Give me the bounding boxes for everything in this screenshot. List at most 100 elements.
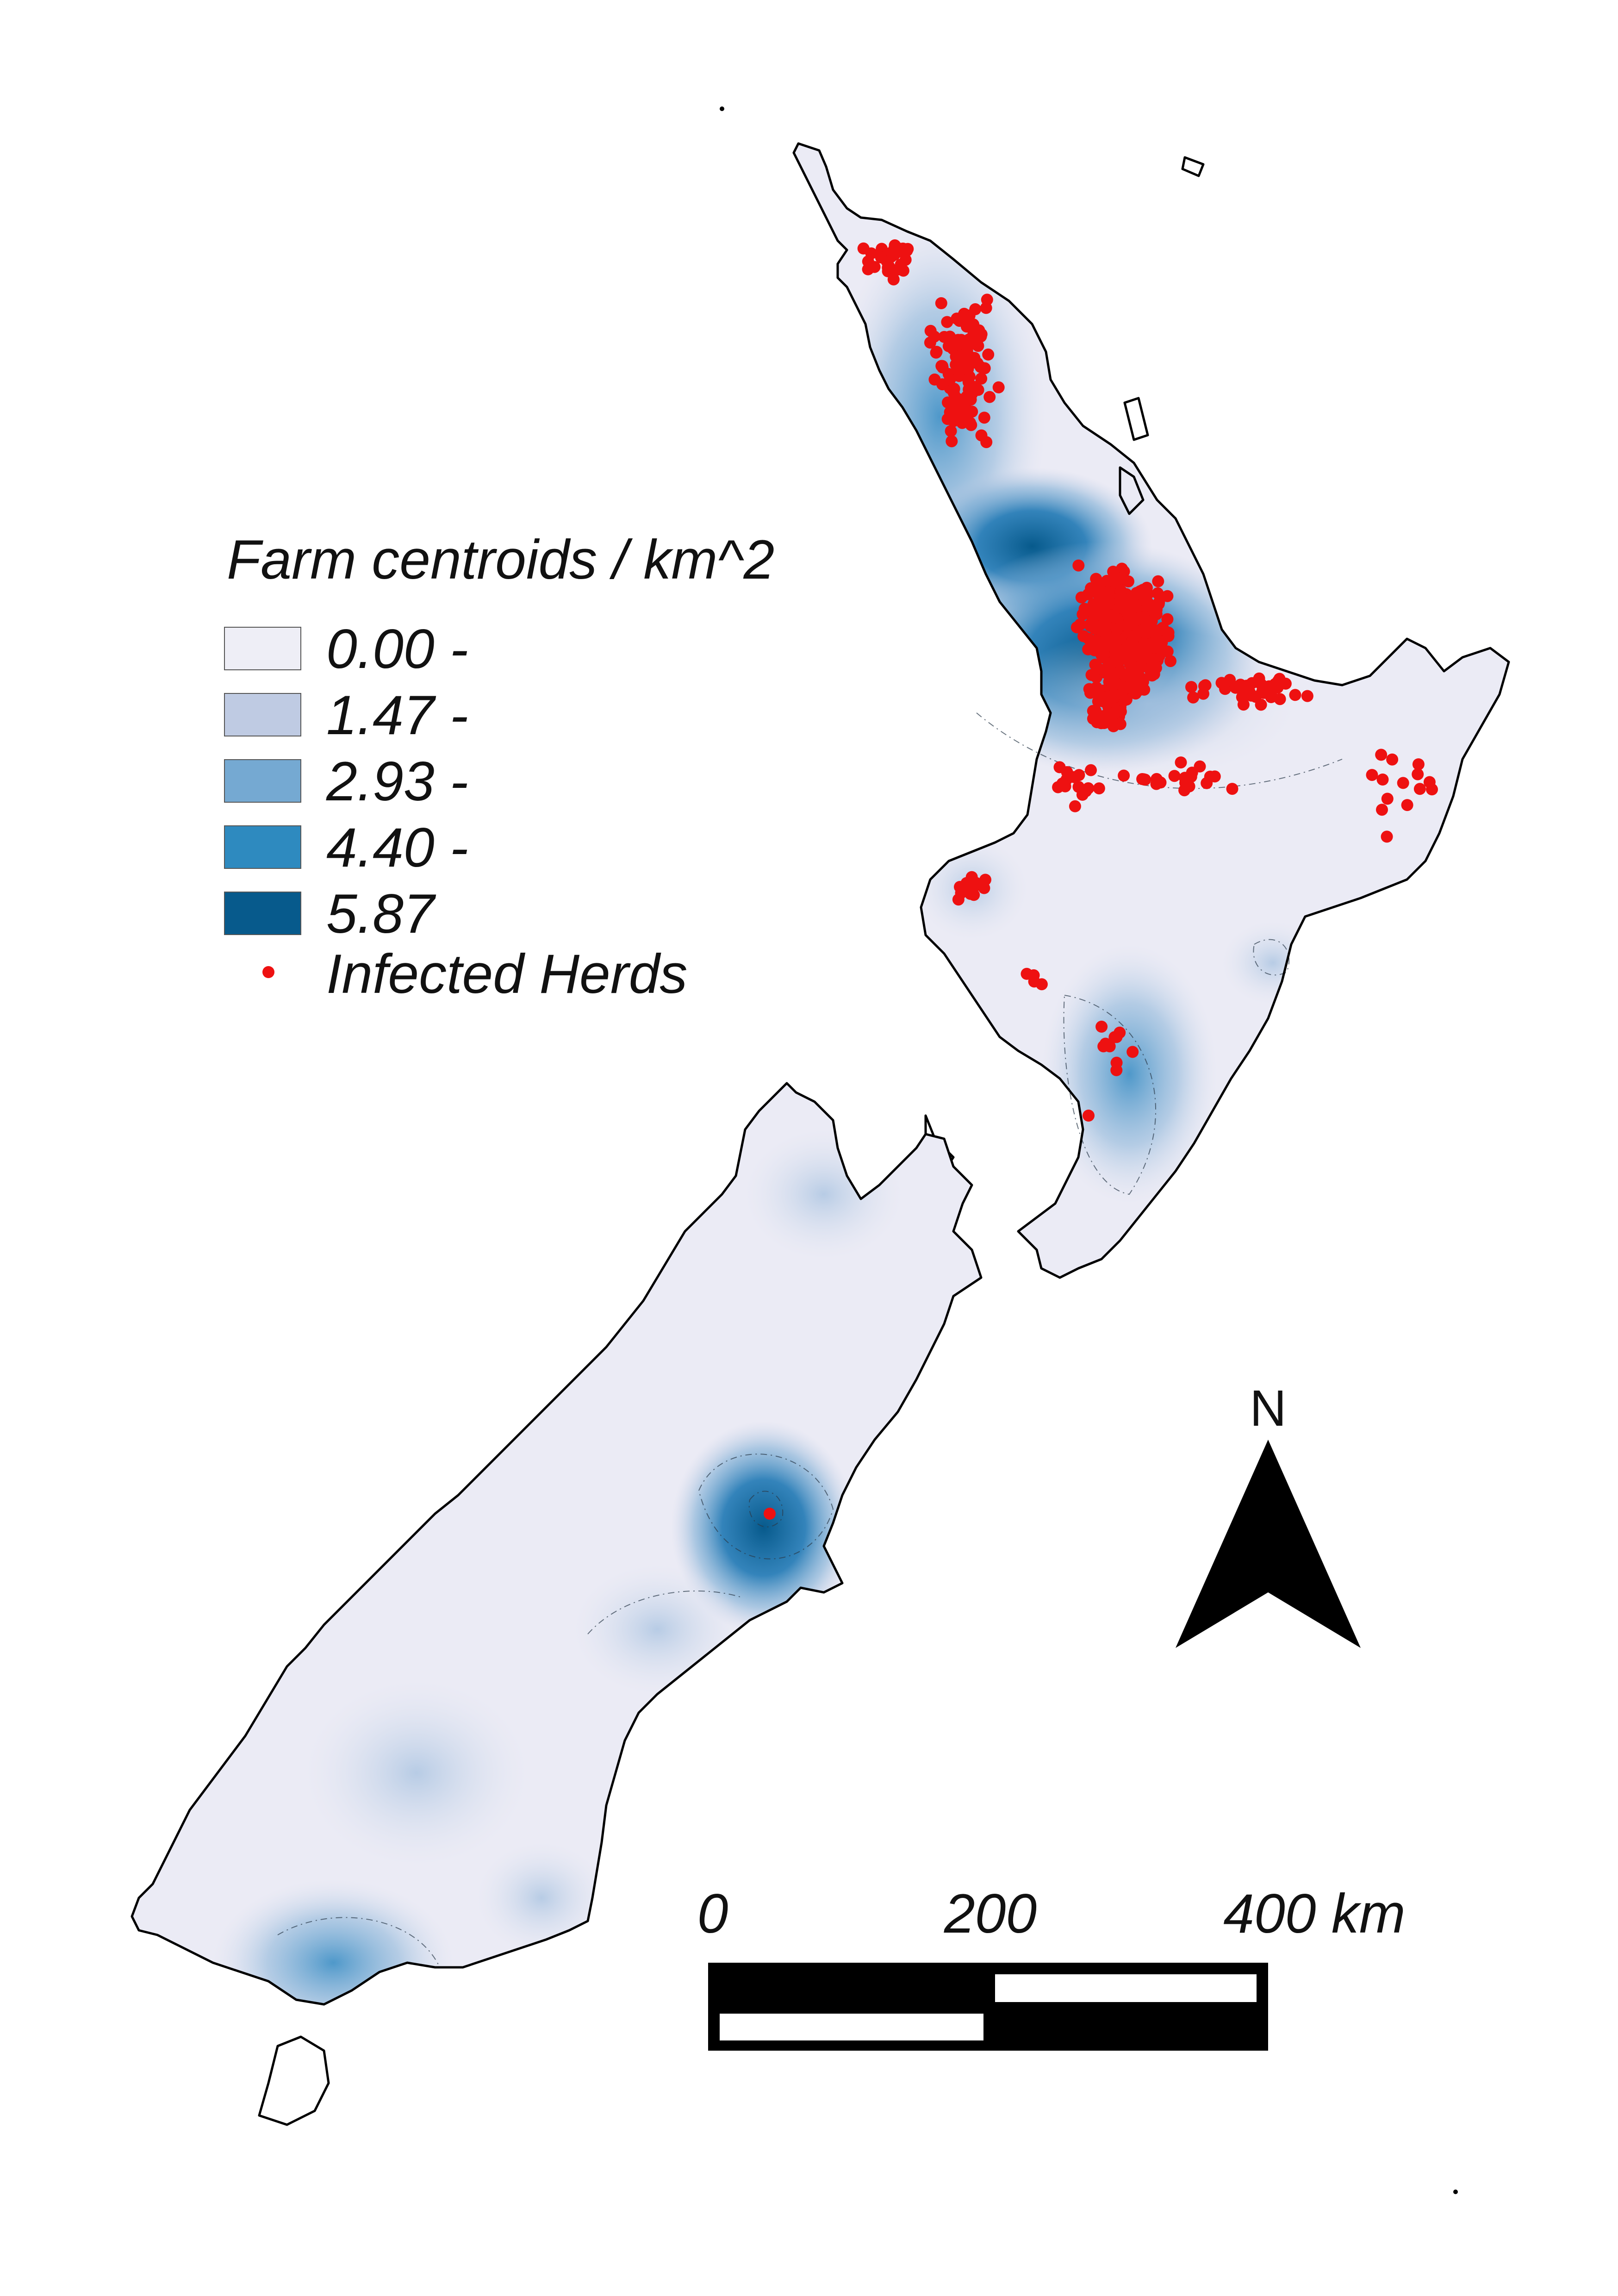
legend-class-label: 5.87 (326, 883, 436, 945)
infected-herd-point (1151, 773, 1163, 785)
infected-herd-point (1250, 691, 1262, 703)
north-arrow-icon (1176, 1440, 1361, 1648)
infected-herd-point (887, 273, 900, 286)
scale-bar-segment (995, 1974, 1257, 2002)
infected-herd-point (1152, 575, 1164, 587)
legend-class-label: 4.40 - (326, 817, 468, 879)
infected-herds-layer (764, 239, 1438, 1520)
infected-herd-point (1381, 830, 1393, 843)
infected-herd-point (1083, 683, 1095, 695)
infected-herd-point (963, 309, 976, 322)
infected-herd-point (1089, 658, 1101, 671)
infected-herd-point (960, 390, 973, 403)
legend-title: Farm centroids / km^2 (227, 529, 774, 591)
north-arrow: N (1176, 1380, 1361, 1648)
infected-herd-point (1148, 641, 1161, 654)
infected-herd-point (1130, 681, 1142, 693)
infected-herd-point (1115, 585, 1127, 597)
infected-herd-point (1077, 630, 1090, 643)
infected-herd-point (1126, 591, 1139, 603)
infected-herd-point (978, 412, 990, 424)
infected-herd-point (1397, 777, 1409, 789)
infected-herd-point (1130, 649, 1143, 661)
scale-bar-segment (720, 2014, 983, 2040)
infected-herd-point (1061, 766, 1073, 778)
infected-herd-point (1197, 687, 1209, 700)
infected-herd-point (953, 370, 965, 382)
infected-herd-point (1083, 1110, 1095, 1122)
infected-herd-point (1289, 689, 1301, 701)
infected-herd-point (1138, 773, 1150, 786)
legend-swatch (224, 627, 301, 670)
density-contour (748, 1491, 784, 1528)
infected-herd-point (946, 435, 958, 448)
infected-herd-point (1161, 613, 1174, 625)
infected-herd-point (1080, 785, 1092, 797)
infected-herd-point (952, 337, 965, 350)
infected-herd-point (1151, 587, 1164, 599)
infected-herd-point (1069, 800, 1081, 812)
infected-herd-point (1111, 623, 1123, 636)
infected-herd-point (1099, 615, 1111, 628)
infected-herd-point (979, 873, 991, 886)
infected-herd-point (1101, 574, 1113, 587)
infected-herd-point (972, 340, 984, 352)
infected-herd-point (1090, 573, 1102, 585)
infected-herd-point (1074, 618, 1086, 631)
infected-herd-point (1145, 666, 1157, 678)
infected-herd-point (1085, 764, 1097, 776)
density-contour (976, 712, 1343, 789)
infected-herd-point (967, 318, 980, 331)
infected-herd-point (1089, 634, 1101, 647)
infected-herd-point (764, 1508, 776, 1520)
infected-herd-point (1114, 633, 1127, 645)
infected-herd-point (1110, 1064, 1123, 1076)
infected-herd-point (941, 316, 953, 328)
infected-herd-point (950, 350, 962, 363)
infected-herd-point (1266, 685, 1278, 697)
infected-herd-point (1147, 656, 1159, 669)
infected-herd-point (1376, 774, 1389, 786)
infected-herd-point (1126, 1046, 1139, 1058)
infected-herd-point (1104, 707, 1116, 720)
infected-herd-point (1164, 655, 1176, 668)
infected-herd-point (1099, 625, 1111, 638)
north-label: N (1250, 1380, 1286, 1437)
south-island (132, 1083, 981, 2046)
infected-herd-point (1123, 640, 1135, 652)
legend-swatch (224, 759, 301, 803)
legend-class-label: 1.47 - (326, 684, 468, 746)
legend-swatch (224, 693, 301, 736)
infected-herd-point (942, 340, 955, 352)
density-contour (277, 1917, 440, 1968)
infected-herd-point (1107, 566, 1120, 578)
infected-herd-point (1255, 678, 1268, 691)
infected-herd-point (1099, 1037, 1112, 1050)
infected-herd-point (897, 243, 909, 255)
infected-herd-point (964, 417, 976, 429)
infected-herd-point (1187, 691, 1200, 704)
infected-herd-point (980, 302, 992, 314)
infected-herd-point (1021, 967, 1033, 980)
infected-herd-point (966, 406, 978, 418)
infected-herd-point (882, 262, 894, 274)
infected-herd-point (992, 381, 1005, 393)
infected-herd-point (1401, 799, 1413, 811)
density-contour (698, 1454, 834, 1560)
infected-herd-point (1135, 624, 1148, 637)
infected-herd-point (954, 881, 966, 893)
infected-herd-point (1224, 674, 1236, 686)
infected-herd-point (948, 401, 960, 413)
infected-herd-point (1115, 572, 1128, 585)
infected-herd-point (961, 347, 973, 359)
infected-herd-point (1237, 699, 1250, 711)
infected-herd-point (982, 348, 995, 361)
infected-herd-point (983, 391, 996, 403)
infected-herd-point (1120, 601, 1133, 613)
infected-herd-point (928, 331, 940, 343)
infected-herd-point (1094, 592, 1106, 605)
infected-herd-point (1103, 597, 1116, 610)
infected-herd-point (1141, 616, 1153, 628)
infected-herd-point (1114, 718, 1126, 730)
infected-herd-point (1108, 691, 1120, 703)
